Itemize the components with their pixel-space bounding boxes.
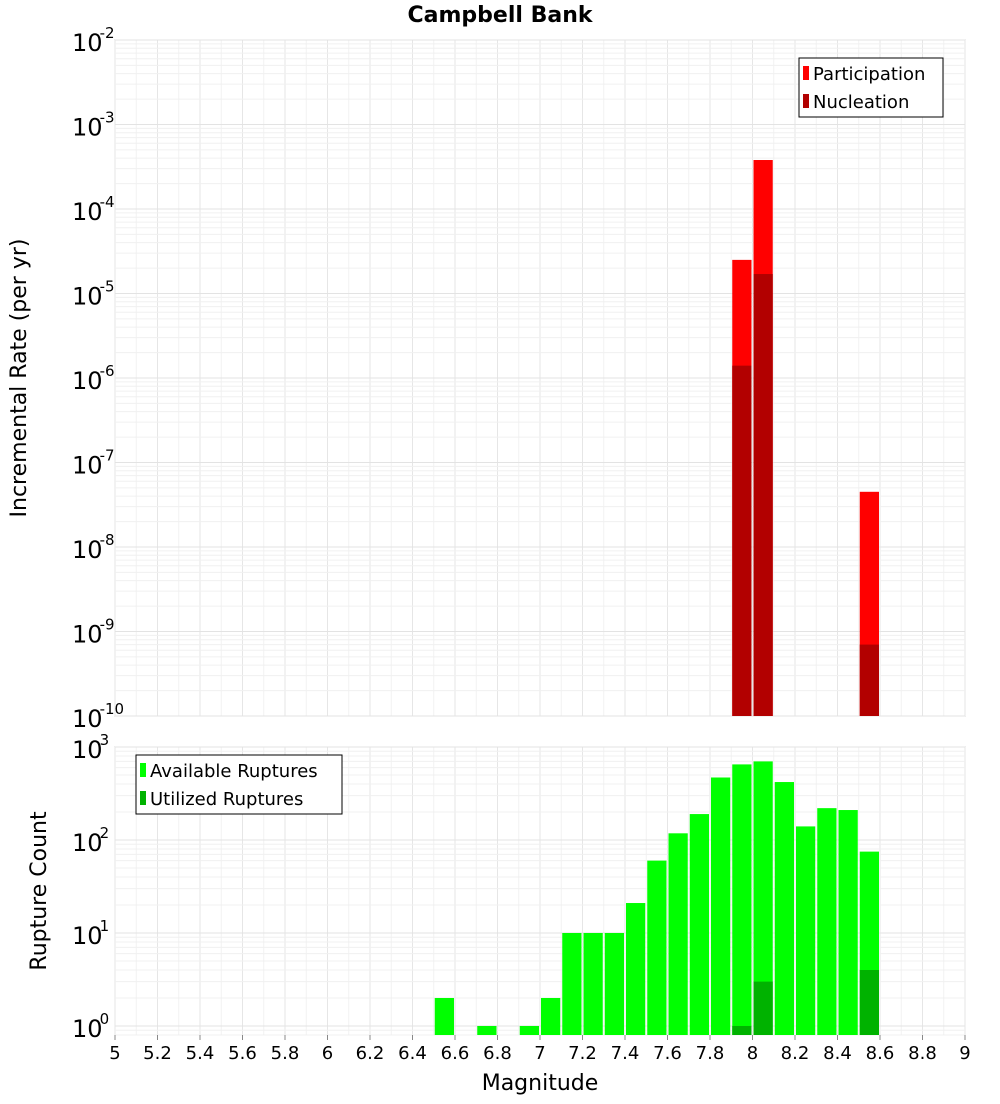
x-tick-label: 7.6 [653,1043,682,1064]
rate-bar-s2 [859,644,879,716]
x-tick-label: 5.4 [186,1043,215,1064]
count-bar-s1 [647,860,667,1035]
x-tick-label: 8 [747,1043,758,1064]
rate-y-tick-exp: -3 [100,109,115,127]
count-legend-box [135,754,343,815]
x-tick-label: 7.4 [611,1043,640,1064]
x-tick-label: 8.6 [866,1043,895,1064]
rate-bar-s2 [732,365,752,716]
x-axis-label: Magnitude [482,1071,599,1096]
rate-y-axis-label: Incremental Rate (per yr) [7,239,32,518]
count-bars [434,761,879,1035]
count-bar-s1 [796,826,816,1035]
rate-y-tick-exp: -8 [100,531,115,549]
x-tick-label: 5.2 [143,1043,172,1064]
rate-y-tick-exp: -7 [100,447,115,465]
rate-y-tick-exp: -2 [100,24,115,42]
rate-y-tick-label: 10 [72,29,103,57]
rate-y-tick-label: 10 [72,452,103,480]
x-tick-label: 7 [534,1043,545,1064]
count-bar-s1 [604,932,624,1035]
count-bar-s1 [583,932,603,1035]
x-tick-label: 5.8 [271,1043,300,1064]
x-tick-label: 7.2 [568,1043,597,1064]
rate-grid [114,39,966,717]
x-tick-label: 6.8 [483,1043,512,1064]
count-y-tick-label: 10 [72,922,103,950]
x-tick-label: 6.6 [441,1043,470,1064]
rate-bars [732,160,879,716]
count-y-tick-exp: 0 [100,1010,110,1028]
x-tick-label: 8.8 [908,1043,937,1064]
utilized-legend-label: Utilized Ruptures [150,789,303,810]
count-y-tick-exp: 3 [100,731,110,749]
rate-y-tick-label: 10 [72,367,103,395]
rate-legend-box [798,57,944,118]
x-tick-label: 6.2 [356,1043,385,1064]
chart-title: Campbell Bank [408,3,594,28]
available-legend-label: Available Ruptures [150,761,318,782]
rate-y-tick-exp: -10 [100,700,125,718]
count-bar-s1 [541,997,561,1035]
rate-y-tick-label: 10 [72,536,103,564]
rate-y-tick-exp: -5 [100,278,115,296]
available-legend-swatch [140,763,146,777]
rate-y-tick-label: 10 [72,283,103,311]
count-legend: Available Ruptures Utilized Ruptures [135,754,343,815]
count-bar-s1 [774,782,794,1035]
x-tick-label: 5.6 [228,1043,257,1064]
count-y-tick-label: 10 [72,736,103,764]
x-tick-label: 8.2 [781,1043,810,1064]
rate-bar-s2 [753,274,773,716]
rate-y-tick-label: 10 [72,114,103,142]
count-y-tick-exp: 2 [100,824,110,842]
nucleation-legend-swatch [803,94,809,108]
count-bar-s2 [753,981,773,1035]
count-bar-s1 [838,810,858,1035]
count-bar-s1 [689,814,709,1035]
count-bar-s1 [732,764,752,1035]
count-bar-s2 [732,1025,752,1035]
rate-y-tick-exp: -4 [100,193,115,211]
x-axis-ticks: 5 5.2 5.4 5.6 5.8 6 6.2 6.4 6.6 6.8 7 7.2 7.4 7.6 7.8 8… [109,1035,971,1064]
x-tick-label: 7.8 [696,1043,725,1064]
rate-y-tick-exp: -9 [100,616,115,634]
rate-y-tick-label: 10 [72,198,103,226]
rate-y-tick-exp: -6 [100,362,115,380]
rate-y-tick-label: 10 [72,705,103,733]
participation-legend-label: Participation [813,64,925,85]
count-bar-s2 [859,969,879,1035]
count-bar-s1 [562,932,582,1035]
count-bar-s1 [477,1025,497,1035]
count-y-tick-label: 10 [72,1015,103,1043]
count-y-axis-label: Rupture Count [27,811,52,971]
x-tick-label: 6 [322,1043,333,1064]
x-tick-label: 5 [109,1043,120,1064]
rate-y-tick-label: 10 [72,621,103,649]
nucleation-legend-label: Nucleation [813,92,909,113]
count-bar-s1 [668,833,688,1035]
x-tick-label: 9 [959,1043,970,1064]
count-bar-s1 [817,808,837,1035]
count-bar-s1 [753,761,773,1035]
x-tick-label: 6.4 [398,1043,427,1064]
rate-legend: Participation Nucleation [798,57,944,118]
count-bar-s1 [434,997,454,1035]
count-bar-s1 [711,777,731,1035]
count-bar-s1 [626,903,646,1035]
count-y-tick-exp: 1 [100,917,110,935]
participation-legend-swatch [803,66,809,80]
count-y-tick-label: 10 [72,829,103,857]
x-tick-label: 8.4 [823,1043,852,1064]
utilized-legend-swatch [140,791,146,805]
count-bar-s1 [519,1025,539,1035]
